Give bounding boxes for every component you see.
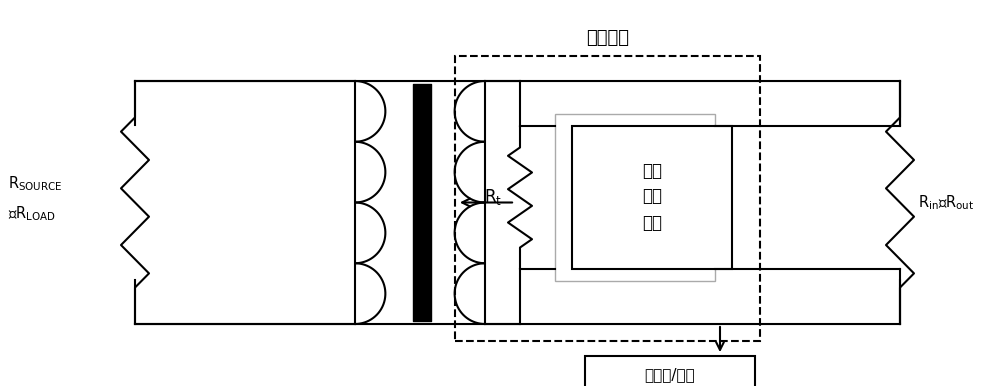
Bar [455, 56, 760, 341]
Text: R$_{\mathsf{t}}$: R$_{\mathsf{t}}$ [484, 188, 502, 208]
Text: 发射端/接收: 发射端/接收 [645, 367, 695, 383]
Text: 可调电感: 可调电感 [586, 29, 629, 47]
Text: 或R$_{\mathsf{LOAD}}$: 或R$_{\mathsf{LOAD}}$ [8, 205, 56, 223]
Text: 匹配: 匹配 [642, 163, 662, 181]
Text: 单元: 单元 [642, 215, 662, 232]
Text: 检测: 检测 [642, 188, 662, 205]
Bar [572, 126, 732, 269]
Text: R$_{\mathsf{in}}$或R$_{\mathsf{out}}$: R$_{\mathsf{in}}$或R$_{\mathsf{out}}$ [918, 193, 974, 212]
Bar [585, 356, 755, 386]
Bar [555, 114, 715, 281]
Text: R$_{\mathsf{SOURCE}}$: R$_{\mathsf{SOURCE}}$ [8, 174, 62, 193]
